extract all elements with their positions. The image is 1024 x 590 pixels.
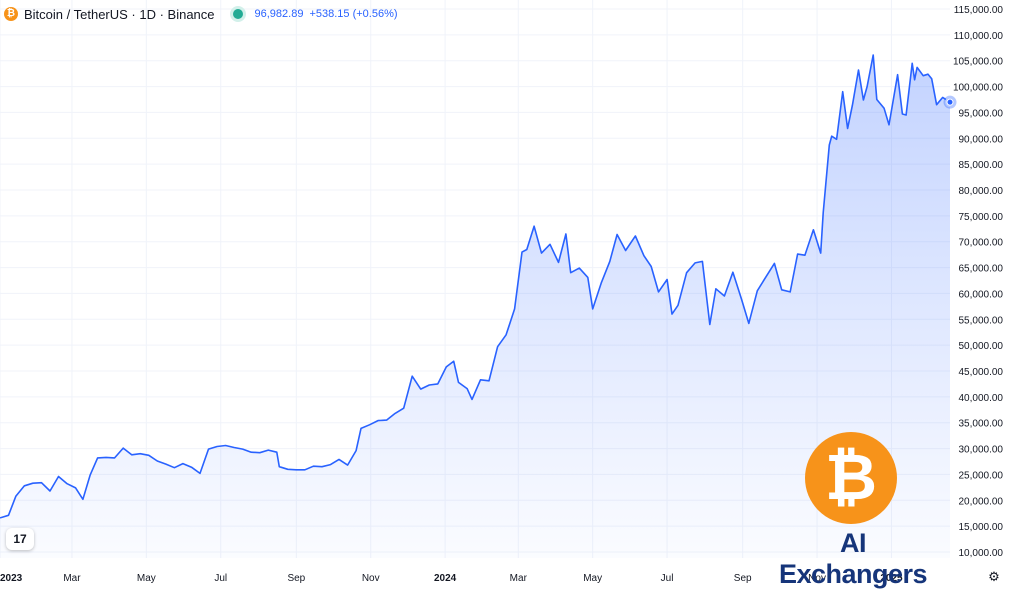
y-tick-label: 115,000.00 [954,5,1004,16]
y-tick-label: 95,000.00 [959,108,1004,119]
x-tick-label: Sep [734,573,752,584]
y-tick-label: 45,000.00 [959,367,1004,378]
x-tick-label: Jul [214,573,227,584]
y-tick-label: 65,000.00 [959,264,1004,275]
x-tick-label: Sep [287,573,305,584]
x-tick-label: Mar [510,573,528,584]
y-tick-label: 20,000.00 [959,496,1004,507]
market-status-icon [232,9,243,19]
y-axis[interactable]: 10,000.00 15,000.00 20,000.00 25,000.00 30,0… [953,5,1003,559]
y-tick-label: 110,000.00 [954,31,1004,42]
x-tick-label: Nov [808,573,826,584]
last-price-marker-core [947,99,953,105]
symbol-legend[interactable]: ₿ Bitcoin / TetherUS · 1D · Binance 96,9… [4,4,398,24]
y-tick-label: 10,000.00 [959,548,1004,559]
y-tick-label: 35,000.00 [959,419,1004,430]
bitcoin-icon: ₿ [4,7,18,21]
tradingview-logo-icon[interactable]: 17 [6,528,34,550]
y-tick-label: 25,000.00 [959,470,1004,481]
x-tick-label: 2025 [880,573,903,584]
y-tick-label: 30,000.00 [959,445,1004,456]
y-tick-label: 50,000.00 [959,341,1004,352]
y-tick-label: 70,000.00 [959,238,1004,249]
area-layer [0,54,957,558]
y-tick-label: 105,000.00 [953,57,1003,68]
price-change: +538.15 (+0.56%) [309,8,398,20]
y-tick-label: 40,000.00 [959,393,1004,404]
price-line[interactable] [0,54,951,519]
price-area-fill [0,55,950,558]
y-tick-label: 75,000.00 [959,212,1004,223]
last-price: 96,982.89 [254,8,304,20]
x-tick-label: 2023 [0,573,23,584]
x-tick-label: May [583,573,602,584]
x-tick-label: Jul [661,573,674,584]
brand-bitcoin-logo-icon: ₿ [805,432,897,524]
y-tick-label: 15,000.00 [959,522,1004,533]
x-tick-label: May [137,573,156,584]
y-tick-label: 55,000.00 [959,315,1004,326]
brand-watermark-text: AI Exchangers [778,528,928,589]
x-tick-label: 2024 [434,573,457,584]
y-tick-label: 80,000.00 [959,186,1004,197]
y-tick-label: 90,000.00 [959,134,1004,145]
y-tick-label: 85,000.00 [959,160,1004,171]
x-tick-label: Mar [63,573,81,584]
symbol-title[interactable]: Bitcoin / TetherUS · 1D · Binance [24,6,215,22]
x-tick-label: Nov [362,573,380,584]
y-tick-label: 60,000.00 [959,289,1004,300]
x-axis[interactable]: 2023 Mar May Jul Sep Nov 2024 Mar May Jul Sep Nov 20… [0,573,903,584]
y-tick-label: 100,000.00 [953,83,1003,94]
gear-icon[interactable]: ⚙ [988,569,1000,584]
grid [0,0,950,558]
